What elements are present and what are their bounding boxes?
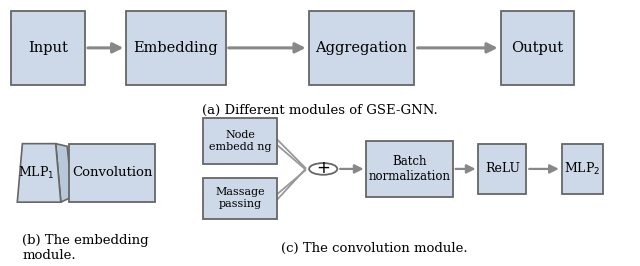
Text: MLP$_2$: MLP$_2$: [564, 161, 600, 177]
FancyBboxPatch shape: [68, 144, 155, 202]
FancyBboxPatch shape: [479, 144, 526, 194]
Circle shape: [309, 163, 337, 175]
FancyBboxPatch shape: [308, 11, 415, 85]
Text: Embedding: Embedding: [134, 41, 218, 55]
Text: ReLU: ReLU: [485, 163, 520, 175]
FancyBboxPatch shape: [204, 118, 277, 164]
Polygon shape: [56, 144, 72, 202]
Polygon shape: [17, 144, 61, 202]
Text: +: +: [316, 159, 330, 177]
Text: (a) Different modules of GSE-GNN.: (a) Different modules of GSE-GNN.: [202, 104, 438, 117]
Text: Node
embedd ng: Node embedd ng: [209, 130, 271, 152]
Text: Convolution: Convolution: [72, 167, 152, 179]
Text: (b) The embedding
module.: (b) The embedding module.: [22, 234, 149, 262]
FancyBboxPatch shape: [500, 11, 575, 85]
Text: Massage
passing: Massage passing: [215, 187, 265, 209]
FancyBboxPatch shape: [204, 178, 277, 219]
FancyBboxPatch shape: [11, 11, 85, 85]
FancyBboxPatch shape: [127, 11, 226, 85]
FancyBboxPatch shape: [366, 141, 453, 197]
Text: MLP$_1$: MLP$_1$: [18, 165, 54, 181]
Text: Input: Input: [28, 41, 68, 55]
Text: Output: Output: [511, 41, 564, 55]
Text: Aggregation: Aggregation: [316, 41, 408, 55]
Text: (c) The convolution module.: (c) The convolution module.: [281, 242, 468, 255]
Text: Batch
normalization: Batch normalization: [369, 155, 451, 183]
FancyBboxPatch shape: [562, 144, 604, 194]
